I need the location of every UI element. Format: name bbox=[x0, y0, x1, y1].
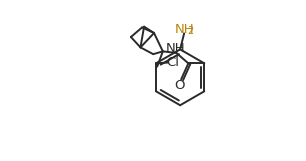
Text: NH: NH bbox=[166, 42, 185, 55]
Text: NH: NH bbox=[175, 23, 195, 36]
Text: O: O bbox=[175, 79, 185, 92]
Text: 2: 2 bbox=[187, 26, 193, 36]
Text: Cl: Cl bbox=[166, 56, 179, 69]
